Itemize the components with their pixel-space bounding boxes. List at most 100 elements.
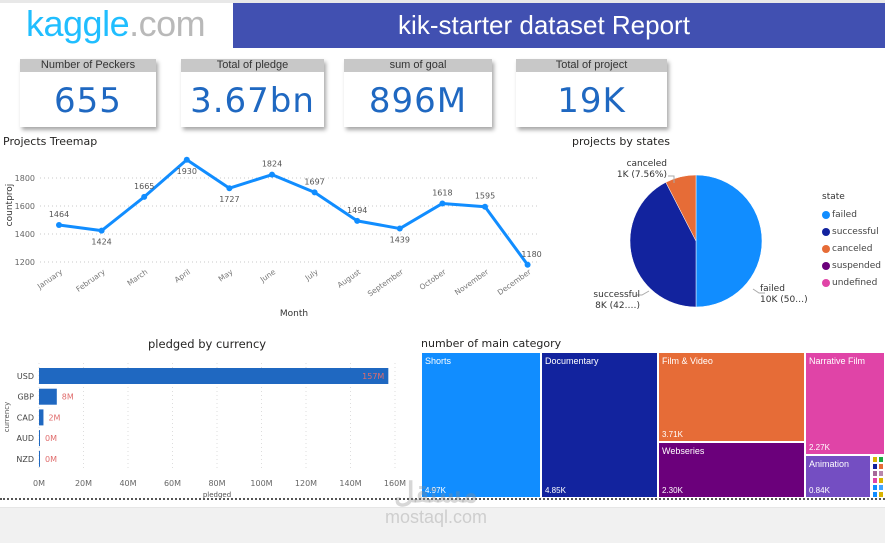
- data-point: [141, 193, 148, 200]
- x-tick-label: June: [258, 267, 278, 285]
- leader-line: [668, 175, 675, 183]
- legend-dot-icon: [822, 261, 830, 270]
- treemap-small-tile[interactable]: [878, 491, 884, 498]
- legend-dot-icon: [822, 227, 830, 236]
- legend-dot-icon: [822, 278, 830, 287]
- treemap-cell-label: Narrative Film: [809, 356, 866, 366]
- x-tick-label: November: [453, 267, 491, 297]
- data-point: [524, 261, 531, 268]
- bar-data-label: 0M: [45, 455, 57, 464]
- footer-band: [0, 507, 885, 543]
- data-point: [56, 222, 62, 229]
- data-label: 1595: [475, 192, 495, 201]
- treemap-title: number of main category: [421, 337, 562, 350]
- y-tick-label: 1600: [15, 202, 35, 211]
- bar-chart[interactable]: 0M 20M 40M 60M 80M 100M 120M 140M 160M pledged cur…: [0, 355, 415, 500]
- data-label: 1494: [347, 206, 367, 215]
- successful-label-name: successful: [593, 290, 640, 300]
- legend-label: undefined: [832, 277, 878, 288]
- legend-label: successful: [832, 226, 879, 237]
- x-tick-label: 0M: [33, 479, 45, 488]
- x-tick-label: 20M: [75, 479, 92, 488]
- treemap-small-tile[interactable]: [878, 456, 884, 463]
- legend-dot-icon: [822, 244, 830, 253]
- canceled-label-name: canceled: [627, 159, 667, 169]
- treemap-small-tile[interactable]: [878, 470, 884, 477]
- y-tick-label: CAD: [17, 413, 34, 422]
- treemap-cell-label: Animation: [809, 459, 850, 469]
- treemap-cell-film-video[interactable]: Film & Video 3.71K: [658, 352, 805, 442]
- data-label: 1665: [134, 182, 154, 191]
- x-tick-label: April: [173, 267, 192, 284]
- treemap-cell-narrative-film[interactable]: Narrative Film 2.27K: [805, 352, 885, 455]
- treemap-small-tile[interactable]: [872, 456, 878, 463]
- x-tick-label: 100M: [250, 479, 272, 488]
- treemap-small-tile[interactable]: [878, 477, 884, 484]
- section-divider: [0, 498, 885, 500]
- treemap-small-tile[interactable]: [878, 463, 884, 470]
- legend-title: state: [822, 192, 845, 202]
- leader-line: [752, 288, 765, 294]
- data-label: 1930: [177, 167, 197, 176]
- treemap-cell-documentary[interactable]: Documentary 4.85K: [541, 352, 658, 498]
- legend-item-canceled[interactable]: canceled: [822, 240, 881, 257]
- pie-slice-successful: [629, 181, 697, 308]
- treemap-small-tile[interactable]: [872, 463, 878, 470]
- kpi-card-pledge[interactable]: Total of pledge 3.67bn: [181, 59, 324, 127]
- treemap-cell-value: 2.27K: [809, 443, 830, 452]
- treemap-cell-animation[interactable]: Animation 0.84K: [805, 455, 871, 498]
- treemap-cell-label: Film & Video: [662, 356, 713, 366]
- report-title: kik-starter dataset Report: [398, 10, 690, 40]
- successful-label-value: 8K (42.…): [595, 301, 640, 311]
- x-tick-label: October: [418, 267, 448, 292]
- treemap-small-tile[interactable]: [872, 470, 878, 477]
- treemap-cell-shorts[interactable]: Shorts 4.97K: [421, 352, 541, 498]
- x-tick-label: 120M: [295, 479, 317, 488]
- x-tick-label: May: [217, 267, 235, 284]
- treemap-small-tile[interactable]: [872, 484, 878, 491]
- treemap-cell-value: 2.30K: [662, 486, 683, 495]
- pie-legend: state failed successful canceled suspended u…: [822, 192, 881, 291]
- treemap-small-tile[interactable]: [872, 491, 878, 498]
- watermark-arabic: مستقل: [394, 477, 478, 508]
- treemap-cell-label: Webseries: [662, 446, 705, 456]
- leader-line: [636, 290, 650, 296]
- pie-slice-canceled: [665, 174, 697, 242]
- legend-label: failed: [832, 209, 857, 220]
- failed-label-name: failed: [760, 284, 785, 294]
- data-label: 1439: [390, 236, 410, 245]
- watermark: مستقل mostaql.com: [385, 477, 487, 527]
- treemap-cell-label: Documentary: [545, 356, 599, 366]
- kpi-label: Total of pledge: [181, 59, 324, 72]
- legend-item-undefined[interactable]: undefined: [822, 274, 881, 291]
- data-point: [269, 171, 275, 178]
- treemap-small-tile[interactable]: [872, 477, 878, 484]
- x-tick-label: 140M: [339, 479, 361, 488]
- data-point: [226, 185, 233, 192]
- x-tick-label: March: [125, 267, 149, 288]
- y-tick-label: NZD: [16, 455, 34, 464]
- failed-label-value: 10K (50…): [760, 295, 808, 305]
- y-axis-label: countproj: [5, 184, 15, 227]
- treemap-cell-label: Shorts: [425, 356, 452, 366]
- bar-aud: [39, 430, 40, 447]
- legend-item-failed[interactable]: failed: [822, 206, 881, 223]
- pie-chart-title: projects by states: [572, 135, 670, 148]
- kpi-card-goal[interactable]: sum of goal 896M: [344, 59, 492, 127]
- data-label: 1697: [304, 177, 324, 186]
- kpi-card-backers[interactable]: Number of Peckers 655: [20, 59, 156, 127]
- kaggle-logo: kaggle.com: [26, 3, 206, 44]
- kpi-value: 3.67bn: [190, 81, 315, 121]
- report-title-banner: kik-starter dataset Report: [233, 3, 885, 48]
- logo-suffix: .com: [129, 3, 206, 44]
- treemap-small-tile[interactable]: [878, 484, 884, 491]
- legend-item-suspended[interactable]: suspended: [822, 257, 881, 274]
- treemap-chart[interactable]: Shorts 4.97K Documentary 4.85K Film & Video 3…: [421, 352, 885, 498]
- data-point: [396, 225, 403, 232]
- legend-item-successful[interactable]: successful: [822, 223, 881, 240]
- treemap-cell-webseries[interactable]: Webseries 2.30K: [658, 442, 805, 498]
- logo-main: kaggle: [26, 3, 130, 44]
- kpi-card-projects[interactable]: Total of project 19K: [516, 59, 667, 127]
